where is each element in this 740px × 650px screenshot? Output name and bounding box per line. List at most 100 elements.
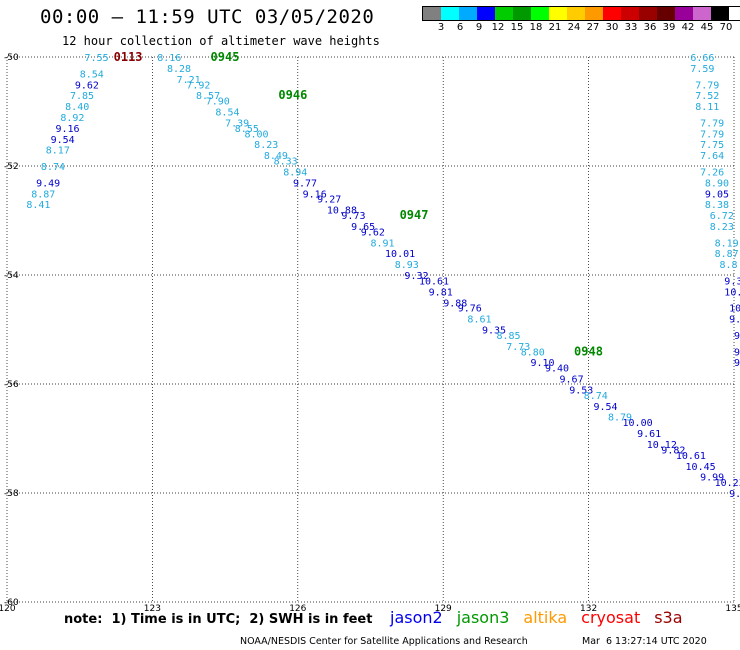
mission-cryosat: cryosat	[581, 608, 641, 627]
swh-value: 9.54	[51, 135, 75, 146]
swh-value: 7.90	[206, 97, 230, 108]
swh-value: 9.16	[55, 124, 79, 135]
swh-value: 10.12	[647, 440, 677, 451]
legend-swatch	[459, 7, 477, 20]
swh-value: 8.38	[705, 200, 729, 211]
legend-swatch	[693, 7, 711, 20]
swh-value: 8.94	[283, 167, 307, 178]
footer-note: note: 1) Time is in UTC; 2) SWH is in fe…	[64, 612, 373, 627]
latitude-label: -54	[4, 271, 19, 281]
legend-tick-label: 21	[548, 22, 562, 33]
swh-value: 6.66	[690, 53, 714, 64]
latitude-label: -58	[4, 489, 19, 499]
swh-value: 8.87	[715, 249, 739, 260]
legend-tick-label: 45	[700, 22, 714, 33]
swh-value: 8.11	[695, 102, 719, 113]
legend-swatch	[657, 7, 675, 20]
swh-value: 8.00	[244, 129, 268, 140]
legend-tick-label: 15	[510, 22, 524, 33]
swh-value: 9.27	[317, 195, 341, 206]
swh-value: 9	[734, 358, 740, 369]
legend-swatch	[477, 7, 495, 20]
swh-value: 8.57	[196, 91, 220, 102]
swh-value: 8.16	[157, 53, 181, 64]
swh-value: 8.49	[264, 151, 288, 162]
pass-time-label: 0945	[211, 50, 240, 64]
swh-value: 9.49	[36, 178, 60, 189]
legend-tick-label: 70	[719, 22, 733, 33]
latitude-label: -56	[4, 380, 19, 390]
mission-jason3: jason3	[456, 608, 510, 627]
legend-tick-label: 36	[643, 22, 657, 33]
page-title: 00:00 – 11:59 UTC 03/05/2020	[40, 6, 375, 28]
pass-times: 0113 0945 0946 0947 0948	[114, 50, 603, 358]
longitude-label: 132	[580, 604, 597, 614]
pass-time-label: 0948	[574, 344, 603, 358]
swh-value: 9.77	[293, 178, 317, 189]
legend-tick-label: 3	[437, 22, 445, 33]
pass-time-label: 0946	[278, 88, 307, 102]
legend-swatch	[639, 7, 657, 20]
swh-values: 7.558.549.627.858.408.929.169.548.178.74…	[26, 53, 740, 505]
swh-value: 10.00	[623, 418, 653, 429]
swh-value: 7.52	[695, 91, 719, 102]
swh-value: 9.16	[303, 189, 327, 200]
pass-time-label: 0113	[114, 50, 143, 64]
swh-value: 7.79	[700, 118, 724, 129]
swh-value: 8.90	[705, 178, 729, 189]
swh-value: 9.73	[341, 211, 365, 222]
swh-value: 8.74	[584, 391, 608, 402]
latitude-label: -50	[4, 53, 19, 63]
legend-tick-label: 24	[567, 22, 581, 33]
axis-labels: 120 123 126 129 132 135 -50 -52 -54 -56 -58 -60	[0, 53, 740, 614]
swh-value: 10.4	[729, 304, 740, 315]
swh-value: 8.8	[719, 260, 737, 271]
swh-value: 9.82	[661, 445, 685, 456]
swh-value: 7.21	[177, 75, 201, 86]
swh-value: 8.17	[46, 146, 70, 157]
swh-value: 7.73	[506, 342, 530, 353]
swh-value: 7.64	[700, 151, 724, 162]
mission-s3a: s3a	[654, 608, 683, 627]
swh-value: 8.79	[608, 413, 632, 424]
swh-value: 8.87	[31, 189, 55, 200]
swh-value: 8.93	[395, 260, 419, 271]
swh-value: 7.75	[700, 140, 724, 151]
swh-value: 8.74	[41, 162, 65, 173]
swh-value: 8.61	[467, 315, 491, 326]
swh-value: 8.55	[235, 124, 259, 135]
mission-altika: altika	[523, 608, 568, 627]
swh-value: 10.61	[419, 276, 449, 287]
legend-swatch	[621, 7, 639, 20]
swh-value: 8.41	[26, 200, 50, 211]
swh-value: 9.81	[429, 287, 453, 298]
page-subtitle: 12 hour collection of altimeter wave hei…	[62, 34, 380, 48]
legend-tick-label: 9	[475, 22, 483, 33]
swh-value: 10.01	[385, 249, 415, 260]
legend-swatch	[513, 7, 531, 20]
swh-value: 8.40	[65, 102, 89, 113]
legend-swatch	[675, 7, 693, 20]
legend-swatch	[603, 7, 621, 20]
legend-swatch	[495, 7, 513, 20]
legend-tick-label: 39	[662, 22, 676, 33]
mission-jason2: jason2	[390, 608, 443, 627]
legend-swatch	[531, 7, 549, 20]
swh-value: 8.92	[60, 113, 84, 124]
swh-value: 8.23	[710, 222, 734, 233]
legend-tick-label: 6	[456, 22, 464, 33]
swh-value: 9.40	[545, 364, 569, 375]
swh-value: 10.88	[327, 206, 357, 217]
longitude-label: 129	[435, 604, 452, 614]
swh-value: 9.67	[560, 375, 584, 386]
legend-tick-label: 30	[605, 22, 619, 33]
swh-value: 8.54	[80, 69, 104, 80]
swh-value: 9.76	[458, 304, 482, 315]
legend-color-bar	[422, 6, 740, 21]
legend-tick-label: 42	[681, 22, 695, 33]
legend-tick-label: 12	[491, 22, 505, 33]
swh-value: 7.59	[690, 64, 714, 75]
pass-time-label: 0947	[400, 208, 429, 222]
